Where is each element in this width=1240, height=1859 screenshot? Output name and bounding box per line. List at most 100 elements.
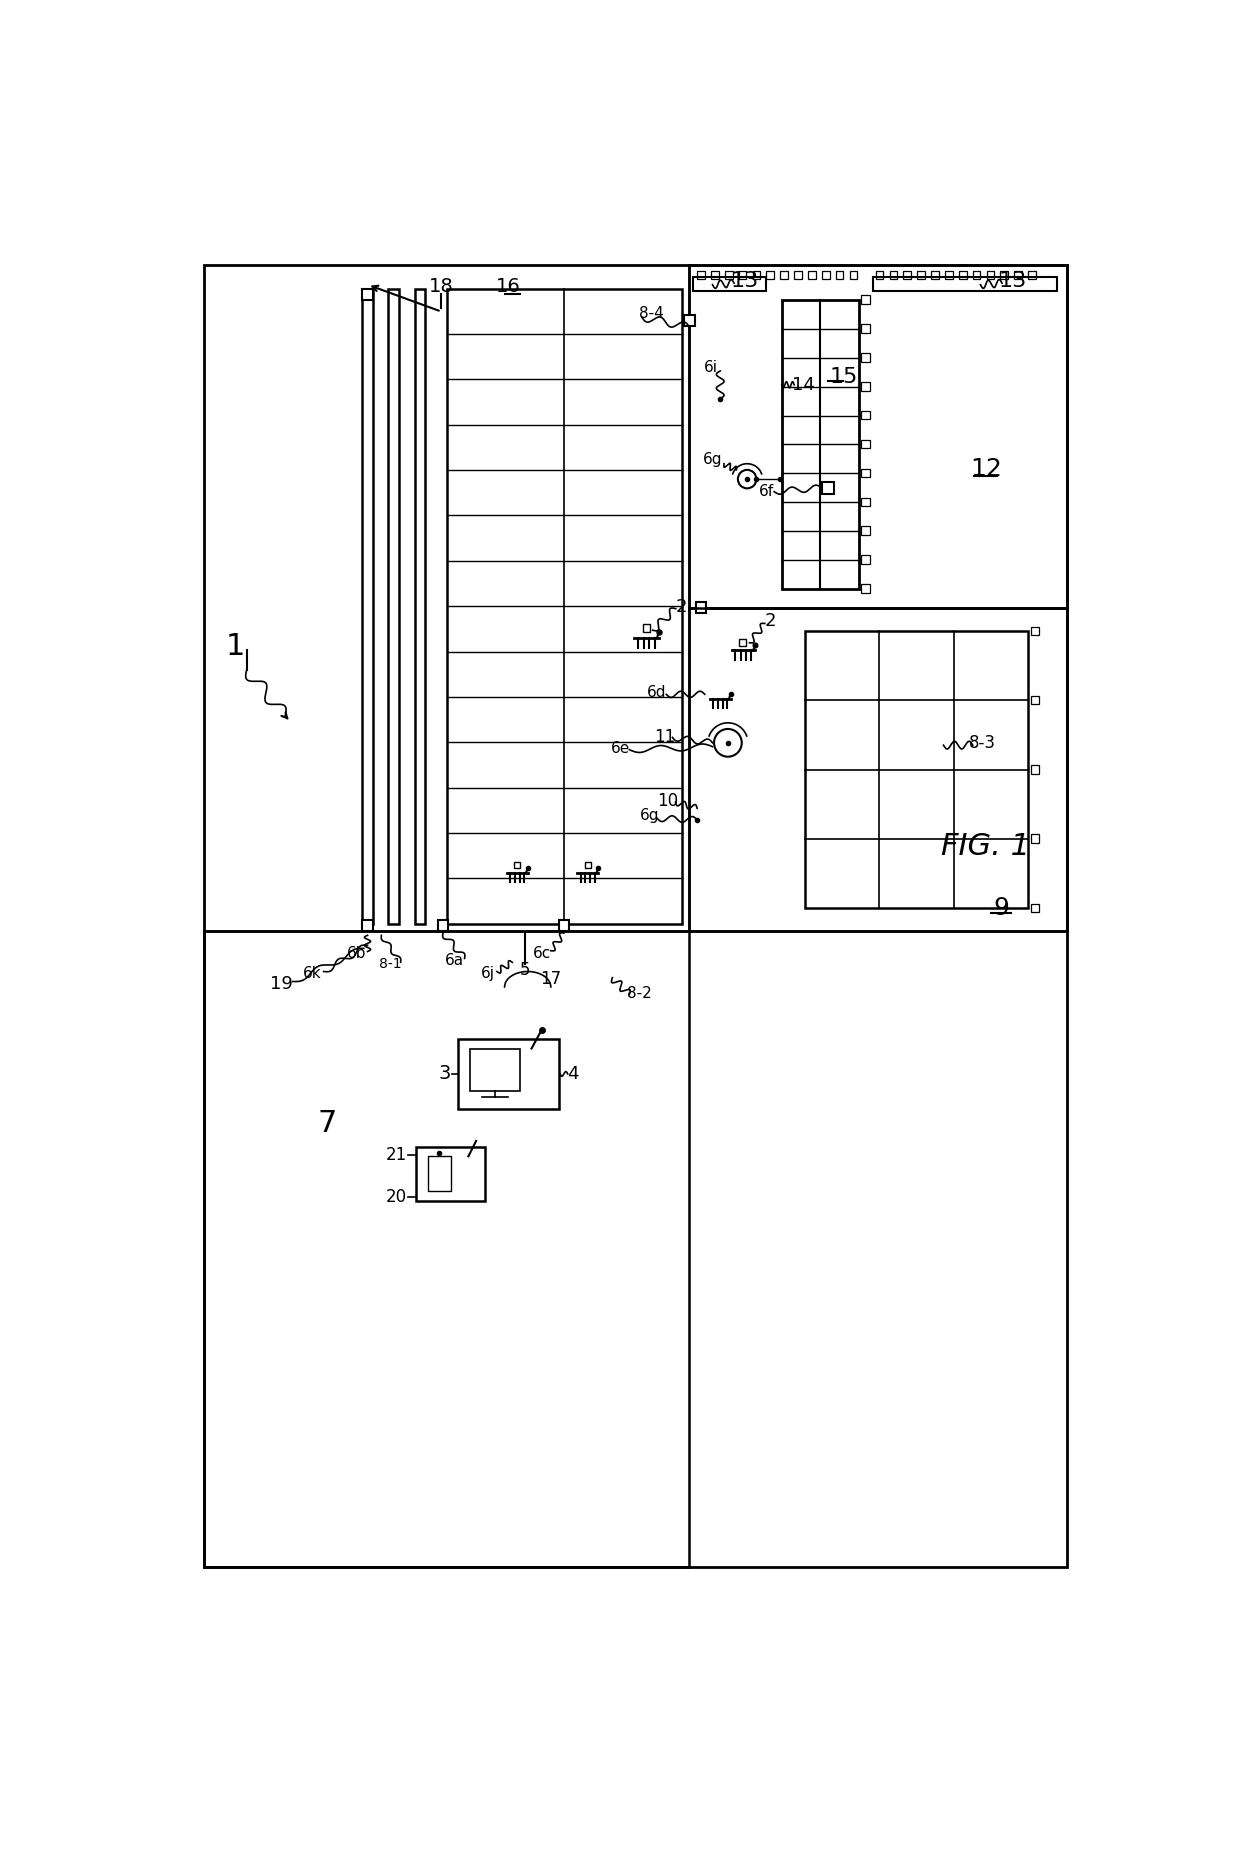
- Bar: [438, 920, 449, 931]
- Text: 11: 11: [655, 729, 676, 747]
- Text: 8-2: 8-2: [627, 985, 652, 1000]
- Bar: [362, 920, 373, 931]
- Text: 15: 15: [830, 366, 858, 387]
- Bar: [836, 271, 843, 279]
- Text: 6e: 6e: [610, 740, 630, 757]
- Bar: [861, 296, 869, 303]
- Bar: [725, 271, 733, 279]
- Bar: [918, 271, 925, 279]
- Bar: [931, 271, 939, 279]
- Text: 6d: 6d: [647, 686, 667, 701]
- Bar: [693, 277, 766, 290]
- Bar: [753, 271, 760, 279]
- Bar: [822, 481, 835, 494]
- Bar: [697, 271, 704, 279]
- Text: 6g: 6g: [640, 809, 660, 824]
- Text: 4: 4: [567, 1065, 578, 1084]
- Bar: [1030, 695, 1039, 705]
- Bar: [780, 271, 787, 279]
- Text: 8-4: 8-4: [639, 307, 663, 322]
- Bar: [585, 863, 590, 868]
- Bar: [684, 316, 694, 327]
- Bar: [388, 288, 399, 924]
- Text: 8-1: 8-1: [379, 957, 402, 970]
- Bar: [428, 1156, 450, 1192]
- Bar: [875, 271, 883, 279]
- Text: 13: 13: [730, 271, 759, 290]
- Bar: [972, 271, 981, 279]
- Bar: [822, 271, 830, 279]
- Text: 14: 14: [792, 376, 815, 394]
- Bar: [904, 271, 911, 279]
- Text: 10: 10: [657, 792, 678, 809]
- Text: 19: 19: [270, 974, 293, 993]
- Bar: [861, 441, 869, 448]
- Text: 6k: 6k: [303, 967, 321, 982]
- Bar: [362, 288, 373, 924]
- Bar: [446, 288, 682, 924]
- Bar: [861, 383, 869, 390]
- Bar: [1030, 626, 1039, 636]
- Text: 6f: 6f: [759, 483, 774, 498]
- Bar: [805, 632, 1028, 909]
- Bar: [689, 608, 1066, 931]
- Text: FIG. 1: FIG. 1: [941, 833, 1030, 861]
- Bar: [861, 498, 869, 506]
- Bar: [1030, 766, 1039, 773]
- Bar: [696, 602, 707, 613]
- Text: 2: 2: [676, 599, 687, 615]
- Bar: [849, 271, 857, 279]
- Bar: [861, 323, 869, 333]
- Text: 21: 21: [386, 1145, 408, 1164]
- Bar: [959, 271, 967, 279]
- Bar: [1030, 903, 1039, 913]
- Text: 5: 5: [520, 961, 529, 980]
- Bar: [861, 526, 869, 535]
- Text: 8-3: 8-3: [968, 734, 996, 751]
- Text: 17: 17: [541, 970, 562, 989]
- Text: 16: 16: [496, 277, 521, 296]
- Text: 6g: 6g: [703, 452, 722, 467]
- Bar: [739, 639, 746, 645]
- Bar: [861, 556, 869, 563]
- Bar: [515, 863, 521, 868]
- Bar: [808, 271, 816, 279]
- Text: 6j: 6j: [481, 967, 495, 982]
- Bar: [987, 271, 994, 279]
- Bar: [873, 277, 1058, 290]
- Text: 20: 20: [386, 1188, 408, 1206]
- Bar: [861, 584, 869, 593]
- Text: 6c: 6c: [532, 946, 551, 961]
- Bar: [642, 625, 650, 632]
- Text: 7: 7: [317, 1110, 337, 1138]
- Bar: [362, 290, 373, 299]
- Bar: [558, 920, 569, 931]
- Bar: [889, 271, 898, 279]
- Bar: [459, 1039, 558, 1108]
- Bar: [1014, 271, 1022, 279]
- Bar: [414, 288, 425, 924]
- Text: 2: 2: [765, 612, 776, 630]
- Bar: [861, 353, 869, 363]
- Bar: [794, 271, 802, 279]
- Text: 3: 3: [439, 1065, 450, 1084]
- Text: 6a: 6a: [445, 954, 464, 969]
- Text: 13: 13: [998, 271, 1027, 290]
- Bar: [945, 271, 952, 279]
- Text: 12: 12: [970, 457, 1002, 481]
- Bar: [861, 411, 869, 420]
- Text: 6i: 6i: [704, 361, 718, 376]
- Bar: [739, 271, 746, 279]
- Bar: [781, 299, 859, 589]
- Bar: [1028, 271, 1035, 279]
- Bar: [470, 1048, 520, 1091]
- Bar: [205, 931, 689, 1567]
- Bar: [1030, 835, 1039, 842]
- Bar: [711, 271, 719, 279]
- Bar: [417, 1147, 485, 1201]
- Bar: [689, 266, 1066, 608]
- Text: 9: 9: [993, 896, 1009, 920]
- Text: 1: 1: [226, 632, 244, 662]
- Bar: [861, 468, 869, 478]
- Bar: [1001, 271, 1008, 279]
